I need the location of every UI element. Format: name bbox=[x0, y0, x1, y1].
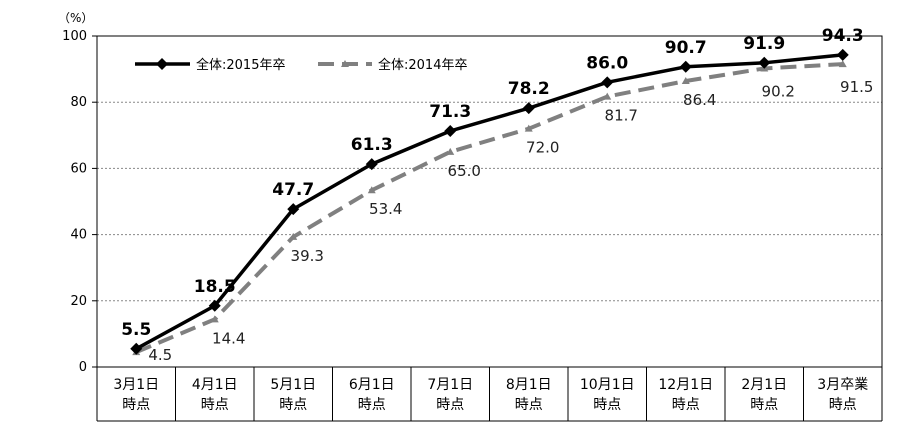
series-layer: 5.5 18.5 47.7 61.3 71.3 78.2 86.0 90.7 91.9 94.3 4… bbox=[121, 26, 873, 364]
x-category-label: 時点 bbox=[279, 397, 307, 413]
legend-label-2015: 全体:2015年卒 bbox=[196, 57, 285, 73]
x-category-label: 5月1日 bbox=[270, 377, 316, 393]
data-point-marker bbox=[522, 102, 535, 115]
x-category-label: 時点 bbox=[672, 397, 700, 413]
data-label-2015: 91.9 bbox=[743, 34, 785, 54]
data-label-2015: 5.5 bbox=[121, 320, 151, 340]
data-label-2015: 78.2 bbox=[508, 79, 550, 99]
y-axis-ticks: 0 20 40 60 80 100 bbox=[62, 29, 97, 375]
data-point-marker bbox=[601, 76, 614, 89]
data-label-2015: 18.5 bbox=[194, 277, 236, 297]
x-category-label: 時点 bbox=[829, 397, 857, 413]
data-point-marker bbox=[367, 186, 376, 194]
legend-marker-2014 bbox=[341, 60, 349, 67]
axes bbox=[96, 35, 883, 422]
data-label-2014: 4.5 bbox=[148, 346, 172, 364]
y-axis-unit-label: （%） bbox=[58, 11, 93, 25]
data-label-2014: 72.0 bbox=[526, 139, 559, 157]
data-point-marker bbox=[365, 158, 378, 171]
y-tick-label: 100 bbox=[62, 29, 87, 44]
data-label-2014: 14.4 bbox=[212, 329, 245, 347]
data-label-2015: 47.7 bbox=[272, 180, 314, 200]
data-point-marker bbox=[836, 48, 849, 61]
x-category-label: 7月1日 bbox=[427, 377, 473, 393]
data-point-marker bbox=[210, 315, 219, 323]
data-label-2014: 86.4 bbox=[683, 91, 716, 109]
data-point-marker bbox=[287, 203, 300, 216]
y-tick-label: 0 bbox=[79, 360, 87, 375]
data-point-marker bbox=[289, 232, 298, 240]
x-category-label: 4月1日 bbox=[192, 377, 238, 393]
data-point-marker bbox=[758, 56, 771, 69]
y-tick-label: 60 bbox=[70, 161, 87, 176]
x-category-label: 10月1日 bbox=[580, 377, 635, 393]
data-point-marker bbox=[603, 92, 612, 100]
x-category-label: 3月卒業 bbox=[817, 377, 868, 393]
x-category-label: 時点 bbox=[358, 397, 386, 413]
x-category-label: 時点 bbox=[201, 397, 229, 413]
data-label-2014: 91.5 bbox=[840, 78, 873, 96]
data-point-marker bbox=[679, 60, 692, 73]
x-category-label: 時点 bbox=[122, 397, 150, 413]
data-label-2015: 86.0 bbox=[586, 53, 628, 73]
series-line bbox=[135, 62, 843, 354]
data-label-2014: 81.7 bbox=[605, 107, 638, 125]
y-tick-label: 40 bbox=[70, 228, 87, 243]
legend-marker-2015 bbox=[156, 58, 168, 70]
data-label-2015: 90.7 bbox=[665, 38, 707, 58]
data-label-2015: 61.3 bbox=[351, 135, 393, 155]
data-point-marker bbox=[681, 77, 690, 85]
x-category-label: 8月1日 bbox=[506, 377, 552, 393]
x-category-label: 12月1日 bbox=[658, 377, 713, 393]
data-label-2015: 71.3 bbox=[429, 102, 471, 122]
data-point-marker bbox=[208, 299, 221, 312]
data-label-2015: 94.3 bbox=[822, 26, 864, 46]
series-2015 bbox=[130, 48, 849, 355]
legend: 全体:2015年卒 全体:2014年卒 bbox=[135, 57, 467, 73]
x-category-label: 6月1日 bbox=[349, 377, 395, 393]
x-category-label: 時点 bbox=[515, 397, 543, 413]
y-tick-label: 80 bbox=[70, 95, 87, 110]
x-category-label: 3月1日 bbox=[113, 377, 159, 393]
series-2014 bbox=[132, 60, 847, 356]
series-line bbox=[135, 53, 843, 351]
data-label-2014: 39.3 bbox=[291, 247, 324, 265]
x-category-label: 時点 bbox=[436, 397, 464, 413]
x-category-label: 時点 bbox=[750, 397, 778, 413]
data-point-marker bbox=[130, 342, 143, 355]
x-category-label: 2月1日 bbox=[741, 377, 787, 393]
data-label-2014: 65.0 bbox=[448, 162, 481, 180]
data-point-marker bbox=[838, 60, 847, 68]
y-tick-label: 20 bbox=[70, 294, 87, 309]
x-category-label: 時点 bbox=[593, 397, 621, 413]
data-point-marker bbox=[446, 147, 455, 155]
data-label-2014: 53.4 bbox=[369, 200, 402, 218]
legend-label-2014: 全体:2014年卒 bbox=[378, 57, 467, 73]
gridlines bbox=[97, 101, 882, 302]
data-point-marker bbox=[444, 124, 457, 137]
data-point-marker bbox=[524, 124, 533, 132]
data-label-2014: 90.2 bbox=[762, 82, 795, 100]
